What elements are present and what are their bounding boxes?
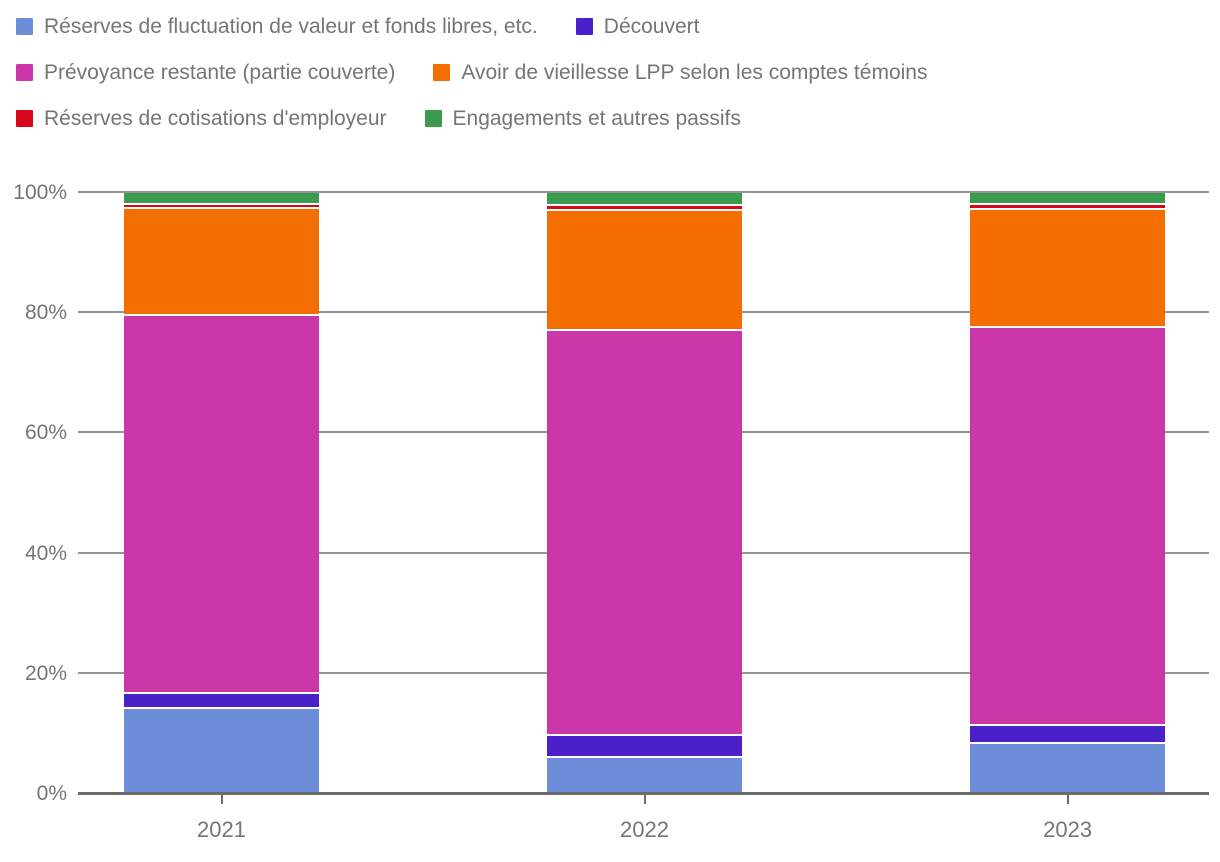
y-axis-label: 0%	[36, 782, 67, 805]
bar-2023[interactable]	[970, 193, 1166, 794]
legend-label: Avoir de vieillesse LPP selon les compte…	[461, 60, 928, 84]
bar-segment[interactable]	[124, 193, 320, 204]
bar-segment[interactable]	[547, 329, 742, 734]
legend-item-decouvert[interactable]: Découvert	[575, 14, 700, 39]
x-axis-label: 2022	[620, 817, 669, 842]
y-axis-label: 40%	[24, 541, 67, 565]
bar-segment[interactable]	[547, 204, 742, 210]
legend-label: Engagements et autres passifs	[452, 106, 741, 130]
legend-swatch-icon	[16, 110, 33, 127]
plot-area: 0% 20% 40% 60% 80% 100% 2021 2022 2023	[13, 181, 1209, 842]
bar-segment[interactable]	[970, 325, 1166, 725]
bar-segment[interactable]	[970, 203, 1166, 208]
legend-swatch-icon	[433, 64, 451, 81]
bar-segment[interactable]	[970, 193, 1166, 204]
y-axis-label: 80%	[24, 301, 67, 325]
legend-swatch-icon	[16, 18, 33, 35]
legend-label: Prévoyance restante (partie couverte)	[44, 60, 396, 84]
legend-swatch-icon	[575, 18, 593, 35]
bar-segment[interactable]	[547, 733, 742, 757]
x-axis-label: 2021	[197, 817, 246, 842]
x-axis-label: 2023	[1043, 817, 1093, 842]
legend-label: Réserves de fluctuation de valeur et fon…	[44, 14, 538, 38]
legend: Réserves de fluctuation de valeur et fon…	[16, 13, 927, 151]
bar-2022[interactable]	[547, 193, 742, 794]
legend-label: Découvert	[603, 14, 700, 38]
bar-segment[interactable]	[124, 314, 320, 692]
legend-item-avoir-vieillesse-lpp[interactable]: Avoir de vieillesse LPP selon les compte…	[433, 61, 927, 85]
legend-swatch-icon	[16, 64, 33, 81]
legend-label: Réserves de cotisations d'employeur	[44, 106, 387, 130]
x-axis-line	[78, 792, 1209, 795]
bar-segment[interactable]	[547, 193, 742, 205]
legend-item-reserves-cotisations[interactable]: Réserves de cotisations d'employeur	[16, 107, 387, 131]
bar-segment[interactable]	[970, 742, 1166, 794]
x-axis-tick	[220, 795, 223, 804]
bar-segment[interactable]	[124, 707, 320, 794]
y-axis-label: 100%	[13, 181, 67, 204]
y-axis-label: 60%	[24, 421, 67, 445]
legend-row: Réserves de cotisations d'employeur Enga…	[16, 105, 927, 132]
y-axis-label: 20%	[24, 661, 67, 685]
bar-segment[interactable]	[124, 203, 320, 208]
bar-segment[interactable]	[124, 207, 320, 315]
legend-row: Prévoyance restante (partie couverte) Av…	[16, 59, 927, 86]
bar-2021[interactable]	[124, 193, 320, 794]
bar-segment[interactable]	[547, 209, 742, 330]
bar-segment[interactable]	[970, 208, 1166, 326]
bar-segment[interactable]	[124, 691, 320, 708]
x-axis-tick	[643, 795, 646, 804]
bar-segment[interactable]	[547, 756, 742, 794]
legend-row: Réserves de fluctuation de valeur et fon…	[16, 13, 927, 40]
legend-item-reserves-fluctuation[interactable]: Réserves de fluctuation de valeur et fon…	[16, 15, 538, 39]
legend-swatch-icon	[424, 110, 442, 127]
gridline	[78, 191, 1209, 193]
legend-item-engagements-passifs[interactable]: Engagements et autres passifs	[424, 106, 741, 131]
bar-segment[interactable]	[970, 724, 1166, 743]
legend-item-prevoyance-restante[interactable]: Prévoyance restante (partie couverte)	[16, 61, 395, 85]
x-axis-tick	[1066, 795, 1069, 804]
